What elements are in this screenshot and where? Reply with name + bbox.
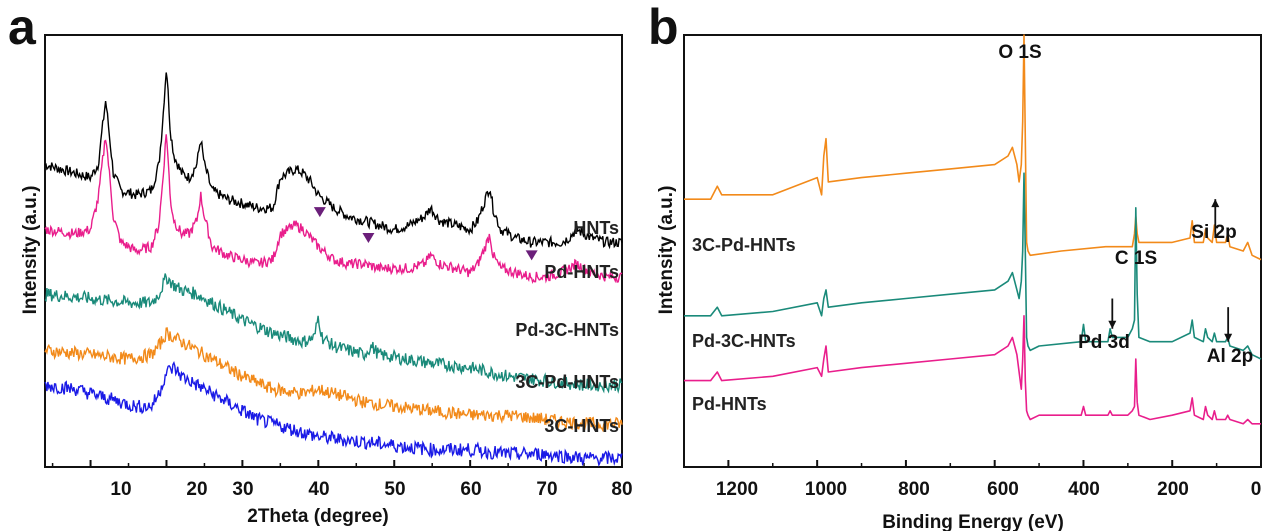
- panel-a-tick-label-40: 40: [308, 479, 329, 500]
- panel-b-peak-label-o1s: O 1S: [998, 42, 1041, 63]
- panel-a-tick-label-10: 10: [110, 479, 131, 500]
- panel-b-x-ticks: [727, 460, 1262, 467]
- panel-a-label-3c-pd-hnts: 3C-Pd-HNTs: [515, 372, 619, 392]
- panel-b-series-group: [684, 34, 1262, 425]
- panel-a-label-3c-hnts: 3C-HNTs: [544, 416, 619, 436]
- panel-b-label-pd-hnts: Pd-HNTs: [692, 394, 767, 414]
- panel-b-tick-label-400: 400: [1068, 479, 1100, 500]
- panel-a-peak-markers: [313, 207, 538, 261]
- panel-a-x-axis-title: 2Theta (degree): [247, 506, 388, 527]
- panel-b-label-3c-pd-hnts: 3C-Pd-HNTs: [692, 235, 796, 255]
- panel-a-series-line-1: [44, 134, 623, 285]
- panel-a-series-line-2: [44, 273, 623, 394]
- panel-b-arrow-head-2: [1224, 333, 1233, 342]
- panel-b-arrow-head-1: [1108, 320, 1117, 329]
- panel-a-tick-label-70: 70: [536, 479, 557, 500]
- panel-b-tick-label-800: 800: [898, 479, 930, 500]
- panel-a-tick-label-60: 60: [460, 479, 481, 500]
- panel-b-y-axis-title: Intensity (a.u.): [656, 186, 677, 315]
- panel-a-xrd-chart: a 10 20 30 40 50 60 70 80 2Theta (degree…: [8, 0, 633, 527]
- panel-a-series-line-3: [44, 327, 623, 433]
- panel-a-tick-label-20: 20: [186, 479, 207, 500]
- panel-b-peak-label-pd3d: Pd 3d: [1078, 332, 1130, 353]
- panel-a-peak-marker-1: [362, 233, 375, 244]
- panel-a-series-line-0: [44, 72, 623, 250]
- panel-a-peak-marker-0: [313, 207, 326, 218]
- panel-a-label-pd-3c-hnts: Pd-3C-HNTs: [515, 320, 619, 340]
- panel-b-series-line-2: [684, 315, 1261, 425]
- panel-b-tick-label-1000: 1000: [805, 479, 847, 500]
- panel-b-plot-frame: [683, 34, 1262, 468]
- panel-a-tick-label-30: 30: [232, 479, 253, 500]
- panel-a-peak-marker-2: [525, 250, 538, 261]
- panel-b-arrow-head-0: [1211, 199, 1220, 208]
- panel-b-tick-label-1200: 1200: [716, 479, 758, 500]
- panel-b-label-pd-3c-hnts: Pd-3C-HNTs: [692, 331, 796, 351]
- panel-b-tick-label-0: 0: [1251, 479, 1262, 500]
- panel-a-tick-label-50: 50: [384, 479, 405, 500]
- panel-a-series-group: [44, 72, 623, 468]
- panel-b-letter: b: [648, 0, 679, 55]
- panel-a-y-axis-title: Intensity (a.u.): [20, 186, 41, 315]
- panel-b-peak-label-al2p: Al 2p: [1207, 346, 1253, 367]
- panel-b-arrows: [1108, 199, 1233, 342]
- panel-a-series-line-4: [44, 361, 623, 468]
- panel-b-peak-label-si2p: Si 2p: [1191, 222, 1236, 243]
- panel-b-xps-chart: b 1200 1000 800 600 400 200 0 Binding En…: [648, 0, 1262, 531]
- panel-a-tick-label-80: 80: [611, 479, 632, 500]
- panel-b-series-line-1: [684, 172, 1262, 360]
- panel-b-peak-label-c1s: C 1S: [1115, 248, 1157, 269]
- panel-a-plot-frame: [44, 34, 623, 468]
- panel-b-x-axis-title: Binding Energy (eV): [882, 512, 1064, 531]
- panel-a-x-ticks: [51, 460, 585, 467]
- panel-a-label-pd-hnts: Pd-HNTs: [544, 262, 619, 282]
- panel-a-letter: a: [8, 0, 37, 55]
- panel-b-series-line-0: [684, 34, 1262, 261]
- panel-b-tick-label-600: 600: [987, 479, 1019, 500]
- panel-b-tick-label-200: 200: [1157, 479, 1189, 500]
- panel-a-label-hnts: HNTs: [573, 218, 619, 238]
